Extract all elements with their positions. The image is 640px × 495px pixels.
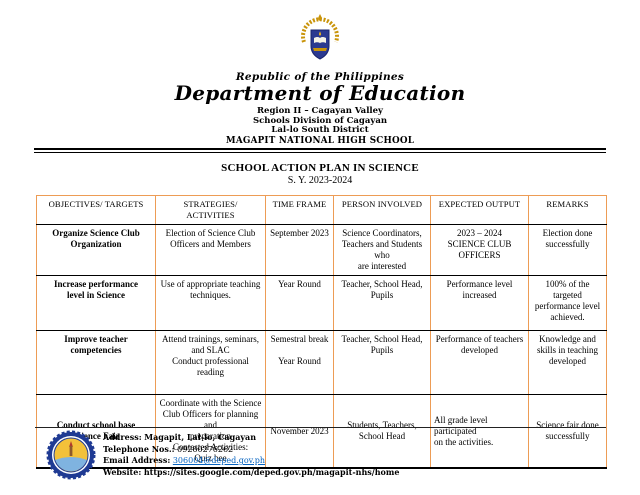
email-link[interactable]: 306004@deped.gov.ph [172, 456, 266, 465]
footer-divider [35, 427, 606, 428]
cell-strategies: Election of Science Club Officers and Me… [155, 224, 266, 276]
website-value: https://sites.google.com/deped.gov.ph/ma… [143, 466, 400, 477]
school-year: S. Y. 2023-2024 [287, 175, 353, 186]
address-label: Address: [103, 432, 142, 442]
cell-timeframe: November 2023 [265, 394, 334, 469]
phone-label: Telephone Nos.: [103, 443, 175, 454]
cell-output: 2023 – 2024 SCIENCE CLUB OFFICERS [430, 224, 529, 276]
region-line: Region II – Cagayan Valley [256, 106, 383, 116]
cell-output: Performance level increased [430, 275, 529, 331]
cell-objective: Increase performance level in Science [36, 275, 156, 331]
cell-objective: Organize Science Club Organization [36, 224, 156, 276]
col-header-objectives: OBJECTIVES/ TARGETS [36, 195, 156, 225]
footer-website-line: Website: https://sites.google.com/deped.… [103, 467, 399, 479]
cell-objective: Improve teacher competencies [36, 330, 156, 395]
col-header-remarks: REMARKS [528, 195, 607, 225]
footer: Address: Magapit, Lal-lo, Cagayan Teleph… [46, 430, 399, 480]
website-label: Website: [103, 466, 142, 477]
header-divider [34, 148, 606, 153]
cell-person: Students, Teachers, School Head [333, 394, 431, 469]
footer-email-line: Email Address: 306004@deped.gov.ph [103, 455, 399, 467]
cell-timeframe: September 2023 [265, 224, 334, 276]
table-row: Conduct school base Science Fair Coordin… [36, 394, 607, 469]
action-plan-table: OBJECTIVES/ TARGETS STRATEGIES/ ACTIVITI… [36, 195, 607, 469]
letterhead: Republic of the Philippines Department o… [0, 0, 640, 146]
school-seal-icon [46, 430, 96, 480]
table-header-row: OBJECTIVES/ TARGETS STRATEGIES/ ACTIVITI… [36, 195, 607, 225]
cell-remarks: Science fair done successfully [528, 394, 607, 469]
cell-remarks: 100% of the targeted performance level a… [528, 275, 607, 331]
cell-output: Performance of teachers developed [430, 330, 529, 395]
republic-line: Republic of the Philippines [235, 71, 405, 83]
cell-remarks: Knowledge and skills in teaching develop… [528, 330, 607, 395]
cell-strategies: Attend trainings, seminars, and SLAC Con… [155, 330, 266, 395]
col-header-output: EXPECTED OUTPUT [430, 195, 529, 225]
department-line: Department of Education [174, 81, 466, 105]
footer-phone-line: Telephone Nos.: 09260276262 [103, 444, 399, 456]
col-header-person: PERSON INVOLVED [333, 195, 431, 225]
school-name-line: MAGAPIT NATIONAL HIGH SCHOOL [225, 135, 415, 146]
deped-seal-icon [296, 12, 344, 69]
cell-remarks: Election done successfully [528, 224, 607, 276]
col-header-timeframe: TIME FRAME [265, 195, 334, 225]
email-label: Email Address: [103, 455, 171, 465]
col-header-strategies: STRATEGIES/ ACTIVITIES [155, 195, 266, 225]
table-row: Improve teacher competencies Attend trai… [36, 330, 607, 395]
cell-person: Teacher, School Head, Pupils [333, 330, 431, 395]
cell-person: Science Coordinators, Teachers and Stude… [333, 224, 431, 276]
cell-strategies: Coordinate with the Science Club Officer… [155, 394, 266, 469]
cell-person: Teacher, School Head, Pupils [333, 275, 431, 331]
district-line: Lal-lo South District [271, 125, 369, 135]
document-title: SCHOOL ACTION PLAN IN SCIENCE [221, 162, 419, 174]
division-line: Schools Division of Cagayan [252, 115, 388, 126]
cell-timeframe: Semestral break Year Round [265, 330, 334, 395]
cell-output: All grade level participated on the acti… [430, 394, 529, 469]
phone-value: 09260276262 [177, 444, 234, 454]
address-value: Magapit, Lal-lo, Cagayan [144, 432, 257, 442]
cell-strategies: Use of appropriate teaching techniques. [155, 275, 266, 331]
table-row: Organize Science Club Organization Elect… [36, 224, 607, 276]
footer-address-line: Address: Magapit, Lal-lo, Cagayan [103, 432, 399, 444]
table-row: Increase performance level in Science Us… [36, 275, 607, 331]
cell-timeframe: Year Round [265, 275, 334, 331]
